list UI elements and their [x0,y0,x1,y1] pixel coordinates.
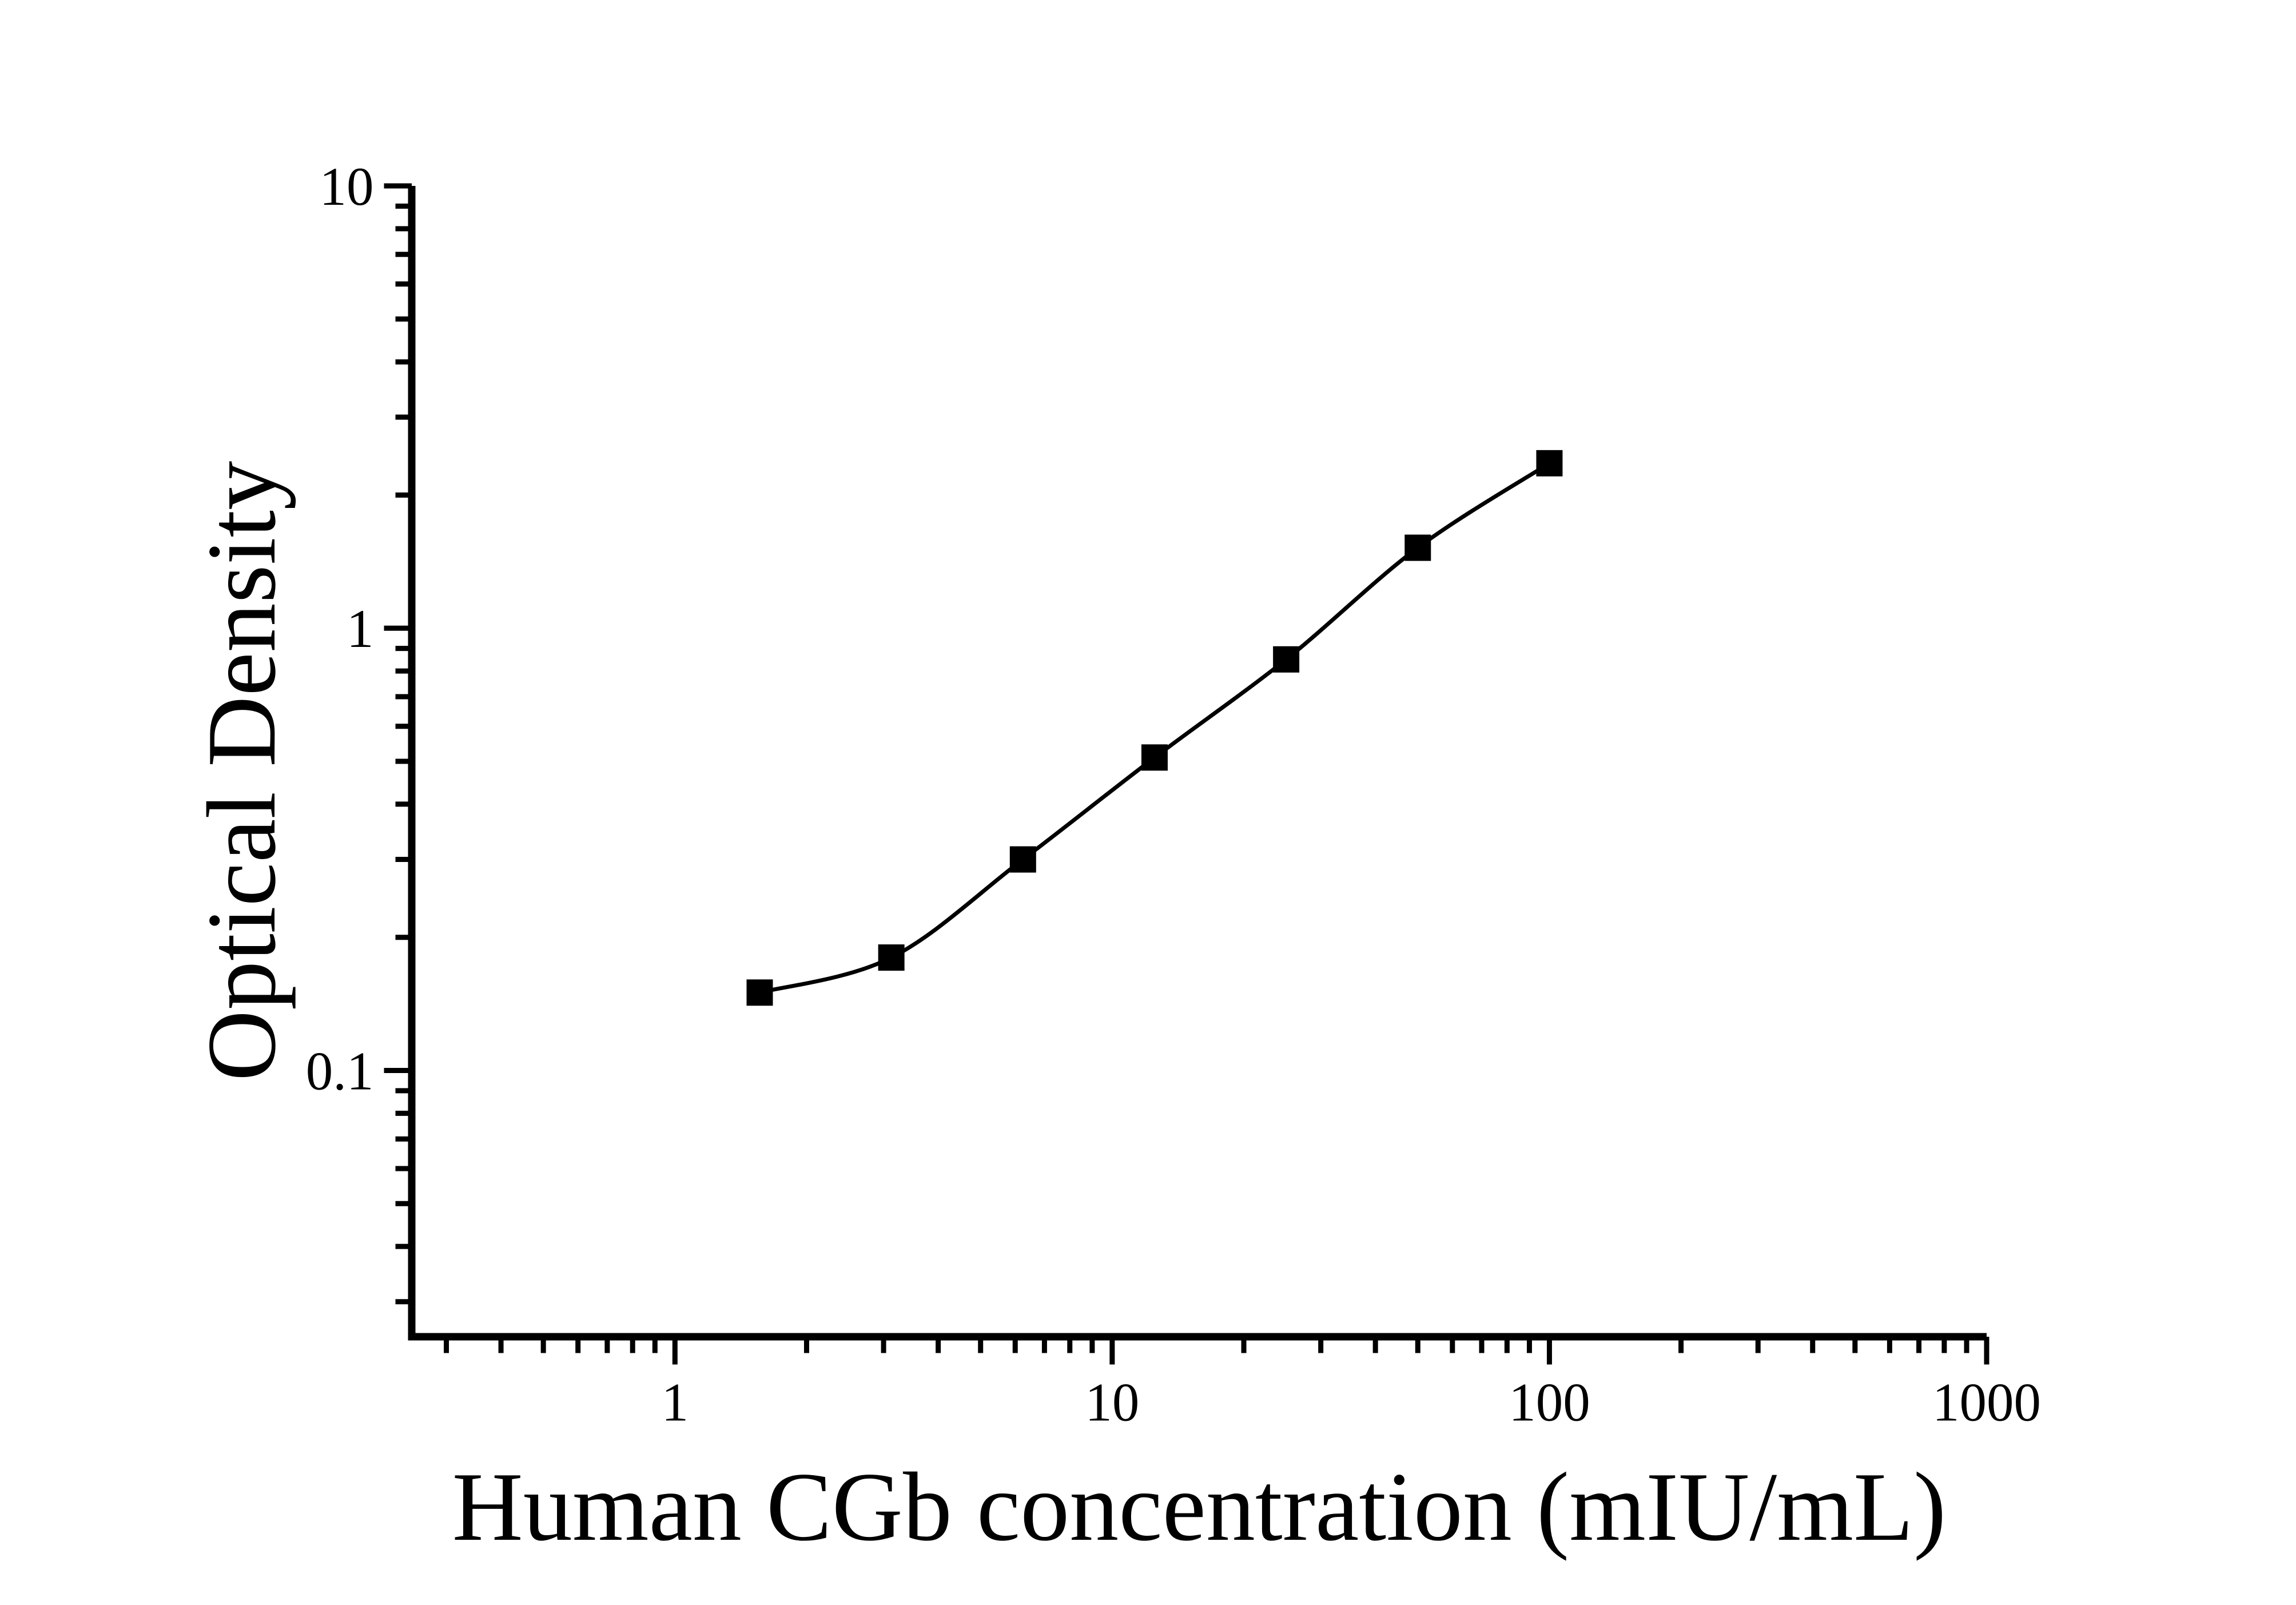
data-point-marker [1536,450,1563,476]
data-point-marker [1141,744,1168,771]
data-point-marker [746,979,773,1006]
data-point-marker [878,944,905,971]
data-point-marker [1273,646,1300,673]
data-point-marker [1404,534,1431,561]
y-tick-label: 1 [347,598,374,659]
x-tick-label: 10 [1085,1372,1139,1433]
y-axis-title: Optical Density [188,461,296,1081]
x-axis-title: Human CGb concentration (mIU/mL) [452,1453,1947,1562]
data-layer [746,450,1563,1006]
x-tick-label: 1 [662,1372,689,1433]
x-tick-label: 100 [1509,1372,1590,1433]
y-tick-label: 0.1 [306,1040,374,1101]
axes-layer [408,186,1987,1341]
tick-label-layer: 1 10 100 1000 0.1 1 10 [306,156,2041,1433]
x-tick-label: 1000 [1932,1372,2041,1433]
tick-layer [384,183,1989,1365]
data-point-marker [1009,846,1036,873]
y-tick-label: 10 [320,156,374,217]
